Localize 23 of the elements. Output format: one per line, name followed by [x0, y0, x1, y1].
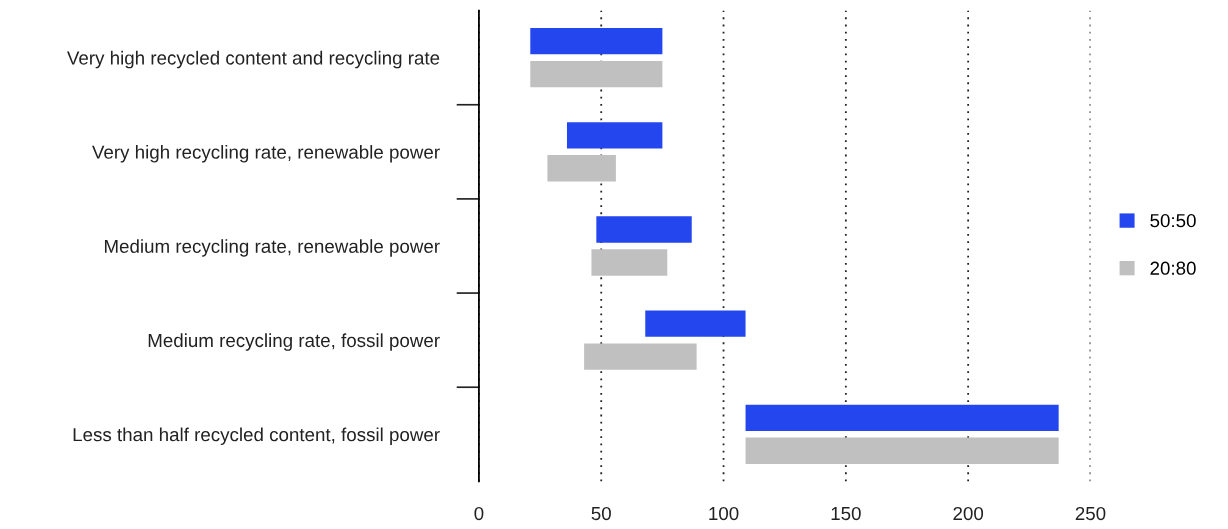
y-tick-label: Less than half recycled content, fossil power: [73, 427, 440, 445]
legend-label: 50:50: [1150, 214, 1196, 228]
legend-label: 20:80: [1150, 261, 1196, 275]
bar: [530, 28, 663, 55]
bar: [745, 437, 1059, 464]
y-tick-label: Very high recycled content and recycling rate: [67, 50, 440, 69]
x-tick-label: 250: [1075, 506, 1106, 521]
y-tick-label: Very high recycling rate, renewable power: [92, 145, 440, 163]
bar: [530, 60, 663, 88]
x-tick-label: 150: [831, 506, 861, 521]
x-tick-label: 100: [709, 506, 739, 521]
y-tick-label: Medium recycling rate, renewable power: [104, 239, 440, 257]
bar: [566, 122, 663, 149]
bar: [584, 343, 697, 370]
y-tick-label: Medium recycling rate, fossil power: [148, 333, 440, 351]
bar: [547, 155, 616, 182]
x-tick-label: 50: [591, 506, 611, 521]
x-tick-label: 0: [474, 506, 484, 521]
bar: [645, 310, 746, 337]
bar: [596, 216, 692, 243]
bar: [745, 404, 1059, 432]
bar: [591, 249, 668, 276]
x-tick-label: 200: [953, 506, 984, 521]
